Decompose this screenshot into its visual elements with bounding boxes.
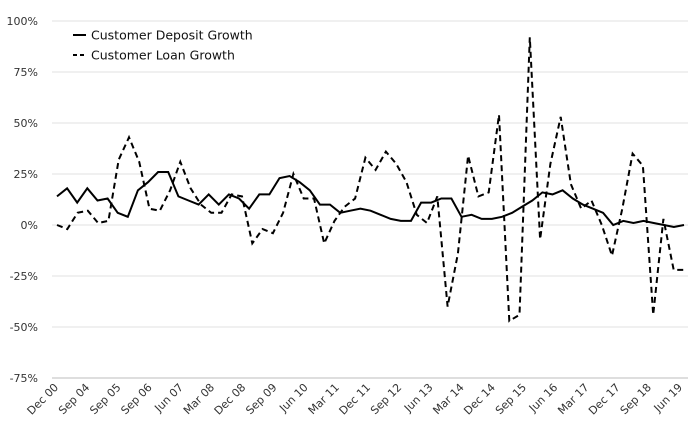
series-lines bbox=[56, 37, 685, 323]
legend-label-deposit: Customer Deposit Growth bbox=[91, 28, 253, 43]
x-tick-label: Dec 11 bbox=[337, 381, 374, 418]
x-tick-label: Sep 06 bbox=[118, 381, 154, 417]
y-tick-label: 100% bbox=[7, 15, 38, 28]
x-tick-label: Sep 18 bbox=[618, 381, 654, 417]
x-tick-label: Dec 00 bbox=[25, 381, 62, 418]
x-tick-label: Sep 12 bbox=[368, 381, 404, 417]
y-tick-label: 75% bbox=[14, 66, 38, 79]
y-tick-label: 50% bbox=[14, 117, 38, 130]
x-tick-label: Sep 15 bbox=[493, 381, 529, 417]
y-axis-tick-labels: 100% 75% 50% 25% 0% -25% -50% -75% bbox=[7, 15, 38, 385]
x-tick-label: Mar 17 bbox=[555, 381, 591, 417]
x-tick-label: Dec 14 bbox=[461, 381, 498, 418]
y-tick-label: -25% bbox=[10, 270, 38, 283]
y-tick-label: -50% bbox=[10, 321, 38, 334]
x-tick-label: Sep 04 bbox=[56, 381, 92, 417]
x-tick-label: Jun 10 bbox=[276, 381, 310, 415]
series-line-deposit-growth bbox=[56, 171, 685, 229]
x-tick-label: Jun 07 bbox=[151, 381, 185, 415]
gridlines bbox=[52, 20, 688, 379]
x-tick-label: Sep 05 bbox=[87, 381, 123, 417]
y-tick-label: -75% bbox=[10, 372, 38, 385]
x-tick-label: Mar 14 bbox=[430, 381, 466, 417]
x-tick-label: Dec 17 bbox=[586, 381, 623, 418]
x-tick-label: Sep 09 bbox=[243, 381, 279, 417]
y-tick-label: 25% bbox=[14, 168, 38, 181]
legend-label-loan: Customer Loan Growth bbox=[91, 48, 235, 63]
x-tick-label: Mar 11 bbox=[306, 381, 342, 417]
x-tick-label: Jun 13 bbox=[401, 381, 435, 415]
x-tick-label: Jun 16 bbox=[526, 381, 560, 415]
legend: Customer Deposit Growth Customer Loan Gr… bbox=[73, 28, 253, 63]
y-tick-label: 0% bbox=[21, 219, 38, 232]
series-line-loan-growth bbox=[56, 37, 684, 323]
x-tick-label: Dec 08 bbox=[212, 381, 249, 418]
x-tick-label: Jun 19 bbox=[651, 381, 685, 415]
x-tick-label: Mar 08 bbox=[181, 381, 217, 417]
